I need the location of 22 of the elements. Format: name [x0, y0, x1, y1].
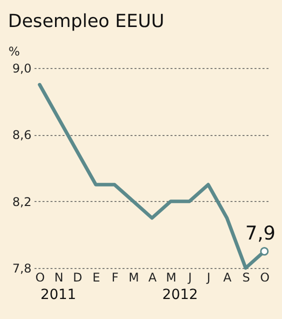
x-tick-label: J: [187, 270, 192, 284]
x-tick-label: O: [260, 270, 270, 284]
x-tick-label: D: [72, 270, 82, 284]
x-tick-label: M: [128, 270, 139, 284]
x-tick-label: N: [54, 270, 64, 284]
y-tick-label: 8,2: [12, 194, 32, 209]
data-label: 7,9: [245, 222, 276, 244]
y-tick-label: 7,8: [12, 262, 32, 276]
chart-title: Desempleo EEUU: [8, 11, 164, 32]
y-tick-label: 9,0: [12, 62, 32, 76]
x-tick-label: A: [223, 270, 232, 284]
x-tick-label: F: [112, 270, 119, 284]
x-tick-label: M: [166, 270, 176, 284]
y-axis-title: %: [8, 44, 20, 58]
x-tick-label: A: [148, 270, 158, 284]
x-tick-label: J: [206, 270, 210, 284]
x-tick-label: O: [35, 270, 45, 284]
x-tick-label: S: [242, 270, 250, 284]
y-tick-label: 8,6: [12, 128, 32, 142]
text: 2012: [162, 287, 198, 303]
x-tick-label: E: [92, 270, 100, 284]
text: 2011: [40, 287, 76, 303]
